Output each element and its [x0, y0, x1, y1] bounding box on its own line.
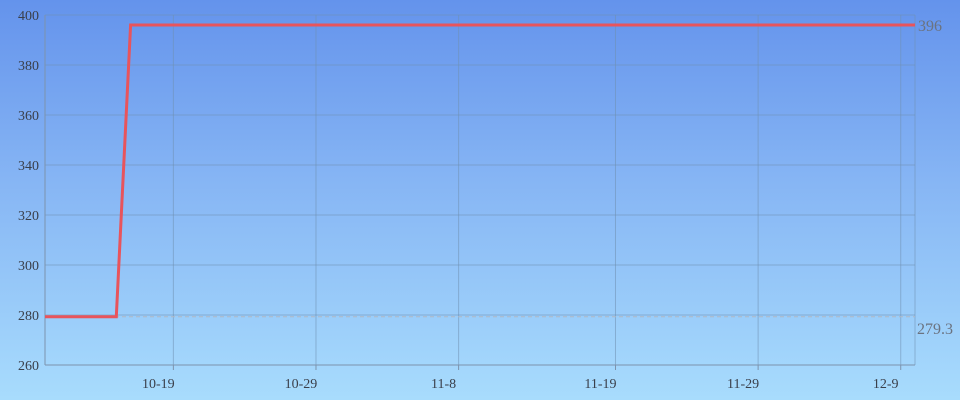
y-tick-labels: 260 280 300 320 340 360 380 400 — [18, 9, 39, 374]
x-tick-label: 12-9 — [873, 377, 899, 392]
y-tick-label: 280 — [18, 309, 39, 324]
series-group — [44, 23, 916, 319]
y-tick-label: 360 — [18, 109, 39, 124]
y-tick-label: 400 — [18, 9, 39, 24]
grid-lines — [45, 14, 915, 366]
x-tick-label: 11-29 — [727, 377, 759, 392]
y-tick-label: 320 — [18, 209, 39, 224]
axes — [44, 15, 916, 370]
x-tick-label: 11-8 — [431, 377, 456, 392]
series-line — [45, 23, 915, 319]
x-tick-labels: 10-19 10-29 11-8 11-19 11-29 12-9 — [142, 377, 899, 392]
last-value-label: 396 — [918, 18, 942, 35]
y-tick-label: 340 — [18, 159, 39, 174]
y-tick-label: 300 — [18, 259, 39, 274]
x-tick-label: 10-29 — [285, 377, 318, 392]
x-tick-label: 11-19 — [584, 377, 616, 392]
x-tick-label: 10-19 — [142, 377, 175, 392]
y-tick-label: 380 — [18, 59, 39, 74]
reference-value-label: 279.3 — [917, 321, 953, 338]
y-tick-label: 260 — [18, 359, 39, 374]
